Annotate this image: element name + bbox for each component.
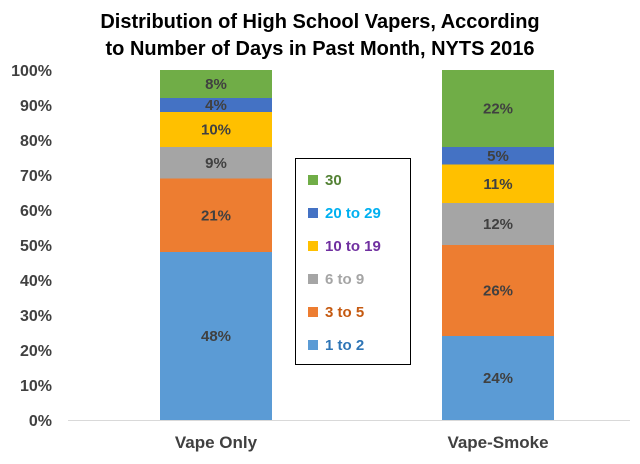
legend-swatch (308, 274, 318, 284)
legend: 30 20 to 29 10 to 19 6 to 9 3 to 5 1 to 2 (295, 158, 411, 365)
y-tick-label: 80% (20, 133, 52, 150)
legend-label: 6 to 9 (325, 271, 364, 288)
bar-segment (442, 203, 554, 245)
chart-title-line-2: to Number of Days in Past Month, NYTS 20… (106, 38, 535, 60)
y-tick-label: 30% (20, 308, 52, 325)
chart-title-line-1: Distribution of High School Vapers, Acco… (100, 11, 539, 33)
data-label: 12% (483, 216, 513, 233)
y-tick-label: 0% (29, 413, 52, 430)
legend-label: 10 to 19 (325, 238, 381, 255)
data-label: 5% (487, 148, 509, 165)
data-label: 9% (205, 155, 227, 172)
legend-label: 20 to 29 (325, 205, 381, 222)
data-label: 26% (483, 283, 513, 300)
bar-segment (442, 336, 554, 420)
y-tick-label: 100% (11, 63, 52, 80)
bar-segment (442, 164, 554, 203)
legend-label: 1 to 2 (325, 337, 364, 354)
y-tick-label: 70% (20, 168, 52, 185)
bar-segment (160, 98, 272, 112)
data-label: 8% (205, 76, 227, 93)
x-axis: Vape Only Vape-Smoke (68, 420, 630, 452)
data-label: 10% (201, 122, 231, 139)
legend-swatch (308, 307, 318, 317)
y-tick-label: 60% (20, 203, 52, 220)
legend-swatch (308, 175, 318, 185)
legend-swatch (308, 241, 318, 251)
y-tick-label: 90% (20, 98, 52, 115)
bar-segment (442, 70, 554, 147)
bar-segment (160, 178, 272, 252)
bar-segment (160, 147, 272, 179)
bar-segment (442, 147, 554, 165)
bar-segment (442, 245, 554, 336)
data-label: 22% (483, 101, 513, 118)
data-label: 11% (483, 176, 512, 193)
y-axis: 0% 10% 20% 30% 40% 50% 60% 70% 80% 90% 100% (11, 63, 52, 430)
category-label: Vape-Smoke (447, 433, 548, 452)
category-label: Vape Only (175, 433, 258, 452)
y-tick-label: 50% (20, 238, 52, 255)
data-label: 21% (201, 207, 231, 224)
data-label: 24% (483, 370, 513, 387)
legend-label: 30 (325, 172, 342, 189)
legend-box (295, 158, 411, 365)
data-label: 4% (205, 97, 227, 114)
bar-segment (160, 112, 272, 147)
y-tick-label: 40% (20, 273, 52, 290)
legend-swatch (308, 208, 318, 218)
legend-label: 3 to 5 (325, 304, 364, 321)
bar-segment (160, 252, 272, 420)
bar-segment (160, 70, 272, 98)
y-tick-label: 20% (20, 343, 52, 360)
data-label: 48% (201, 328, 231, 345)
bars-group: 48% 21% 9% 10% 4% 8% 24% 26% 12% 11% 5% 22% (160, 70, 554, 420)
y-tick-label: 10% (20, 378, 52, 395)
legend-swatch (308, 340, 318, 350)
